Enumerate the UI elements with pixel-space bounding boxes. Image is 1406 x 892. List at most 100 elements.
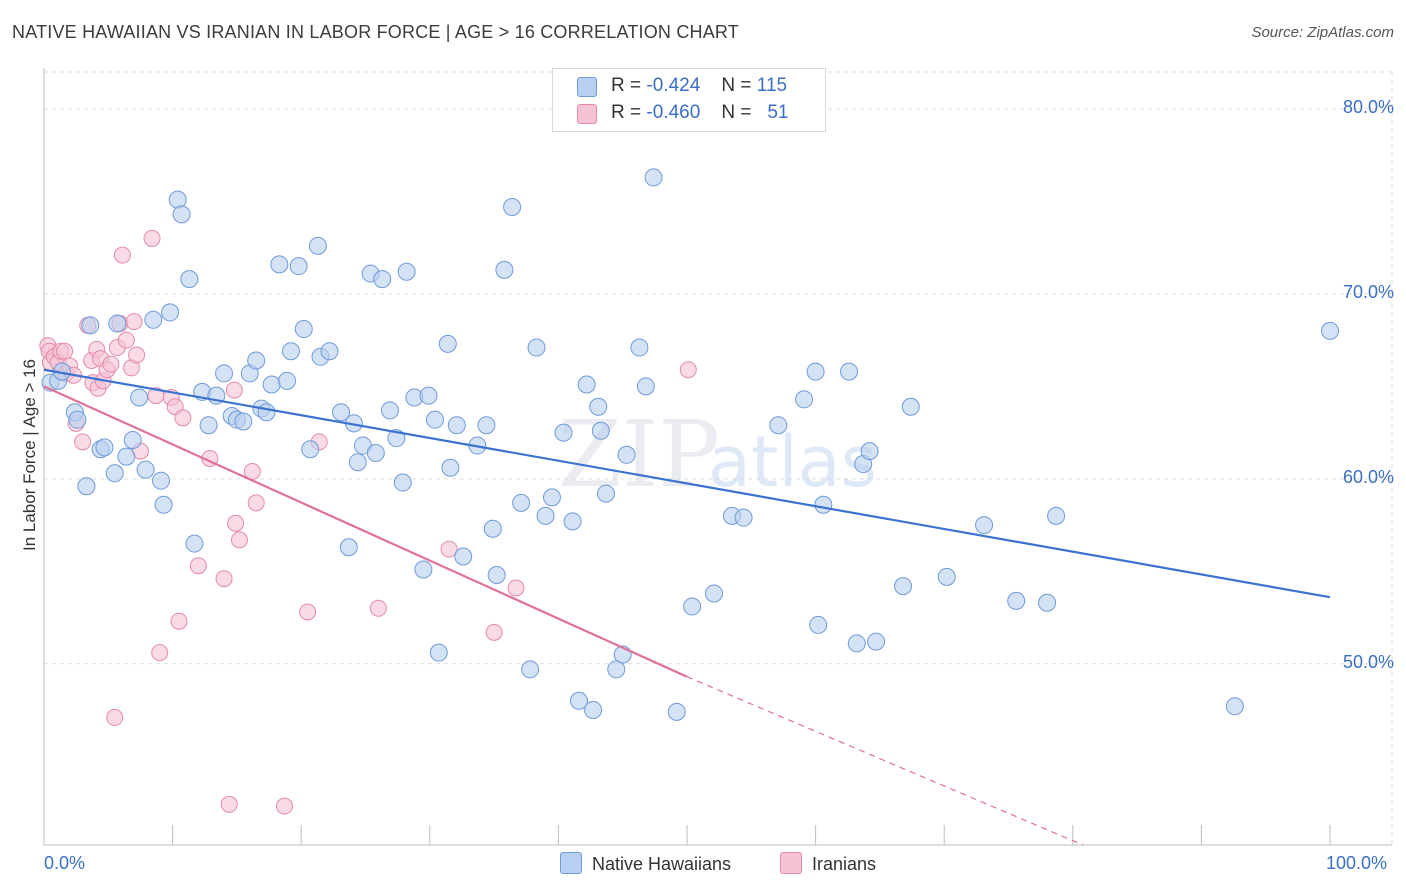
native-hawaiians-point (644, 168, 663, 187)
iranians-trend-extension (686, 676, 1084, 846)
native-hawaiians-point (806, 362, 825, 381)
native-hawaiians-point (380, 401, 399, 420)
native-hawaiians-point (270, 255, 289, 274)
native-hawaiians-point (215, 364, 234, 383)
native-hawaiians-point (894, 577, 913, 596)
bottom-legend-swatch-pink (780, 852, 802, 874)
native-hawaiians-point (591, 421, 610, 440)
iranians-point (247, 494, 265, 512)
native-hawaiians-point (161, 303, 180, 322)
native-hawaiians-point (366, 443, 385, 462)
iranians-point (275, 797, 293, 815)
native-hawaiians-point (495, 260, 514, 279)
watermark-zip: ZIP (558, 401, 720, 508)
legend-swatch-pink (577, 104, 597, 124)
native-hawaiians-point (281, 342, 300, 361)
native-hawaiians-point (68, 410, 87, 429)
native-hawaiians-point (419, 386, 438, 405)
native-hawaiians-point (348, 453, 367, 472)
native-hawaiians-point (308, 236, 327, 255)
native-hawaiians-point (860, 442, 879, 461)
legend-r-value: -0.460 (646, 102, 701, 123)
native-hawaiians-point (301, 440, 320, 459)
x-tick-label-max: 100.0% (1326, 853, 1388, 873)
native-hawaiians-point (339, 538, 358, 557)
native-hawaiians-point (257, 403, 276, 422)
iranians-point (106, 708, 124, 726)
native-hawaiians-point (247, 351, 266, 370)
native-hawaiians-point (512, 493, 531, 512)
native-hawaiians-point (1038, 593, 1057, 612)
native-hawaiians-point (527, 338, 546, 357)
watermark: ZIP atlas (558, 401, 877, 508)
iranians-point (143, 229, 161, 247)
native-hawaiians-point (536, 506, 555, 525)
native-hawaiians-point (769, 416, 788, 435)
native-hawaiians-point (262, 375, 281, 394)
iranians-point (679, 361, 697, 379)
bottom-legend-native-hawaiians: Native Hawaiians (560, 852, 731, 875)
native-hawaiians-point (289, 257, 308, 276)
native-hawaiians-point (447, 416, 466, 435)
iranians-point (485, 623, 503, 641)
bottom-legend-label: Native Hawaiians (592, 854, 732, 874)
native-hawaiians-point (814, 495, 833, 514)
axes (43, 68, 1392, 846)
legend-swatch-blue (577, 77, 597, 97)
legend-r-value: -0.424 (646, 75, 701, 96)
native-hawaiians-point (542, 488, 561, 507)
native-hawaiians-point (278, 371, 297, 390)
iranians-point (128, 346, 146, 364)
iranians-point (507, 579, 525, 597)
iranians-points (39, 229, 697, 815)
native-hawaiians-point (373, 270, 392, 289)
iranians-point (125, 313, 143, 331)
native-hawaiians-point (809, 615, 828, 634)
native-hawaiians-point (937, 567, 956, 586)
native-hawaiians-point (705, 584, 724, 603)
iranians-point (369, 599, 387, 617)
iranians-point (227, 514, 245, 532)
native-hawaiians-point (81, 316, 100, 335)
native-hawaiians-point (117, 447, 136, 466)
iranians-point (117, 331, 135, 349)
native-hawaiians-point (1007, 591, 1026, 610)
native-hawaiians-point (1047, 506, 1066, 525)
native-hawaiians-point (569, 691, 588, 710)
y-tick-label: 80.0% (1342, 96, 1394, 117)
native-hawaiians-point (320, 342, 339, 361)
trend-lines (43, 368, 1331, 846)
native-hawaiians-point (901, 397, 920, 416)
native-hawaiians-point (636, 377, 655, 396)
native-hawaiians-point (503, 197, 522, 216)
native-hawaiians-point (840, 362, 859, 381)
native-hawaiians-point (795, 390, 814, 409)
native-hawaiians-point (397, 262, 416, 281)
legend-n-value: 51 (767, 102, 789, 123)
native-hawaiians-point (95, 438, 114, 457)
iranians-point (299, 603, 317, 621)
native-hawaiians-point (630, 338, 649, 357)
native-hawaiians-point (584, 701, 603, 720)
iranians-point (113, 246, 131, 264)
legend-r-label: R = (611, 102, 642, 123)
legend-n-value: 115 (756, 75, 788, 96)
y-tick-label: 50.0% (1342, 651, 1394, 672)
native-hawaiians-point (168, 190, 187, 209)
native-hawaiians-point (199, 416, 218, 435)
native-hawaiians-point (152, 471, 171, 490)
iranians-point (225, 381, 243, 399)
native-hawaiians-point (429, 643, 448, 662)
native-hawaiians-point (77, 477, 96, 496)
native-hawaiians-point (483, 519, 502, 538)
y-tick-label: 70.0% (1342, 281, 1394, 302)
native-hawaiians-point (332, 403, 351, 422)
native-hawaiians-point (477, 416, 496, 435)
bottom-legend-label: Iranians (812, 854, 877, 874)
native-hawaiians-point (867, 632, 886, 651)
native-hawaiians-point (454, 547, 473, 566)
iranians-point (170, 612, 188, 630)
native-hawaiians-point (596, 484, 615, 503)
native-hawaiians-point (683, 597, 702, 616)
native-hawaiians-point (154, 495, 173, 514)
